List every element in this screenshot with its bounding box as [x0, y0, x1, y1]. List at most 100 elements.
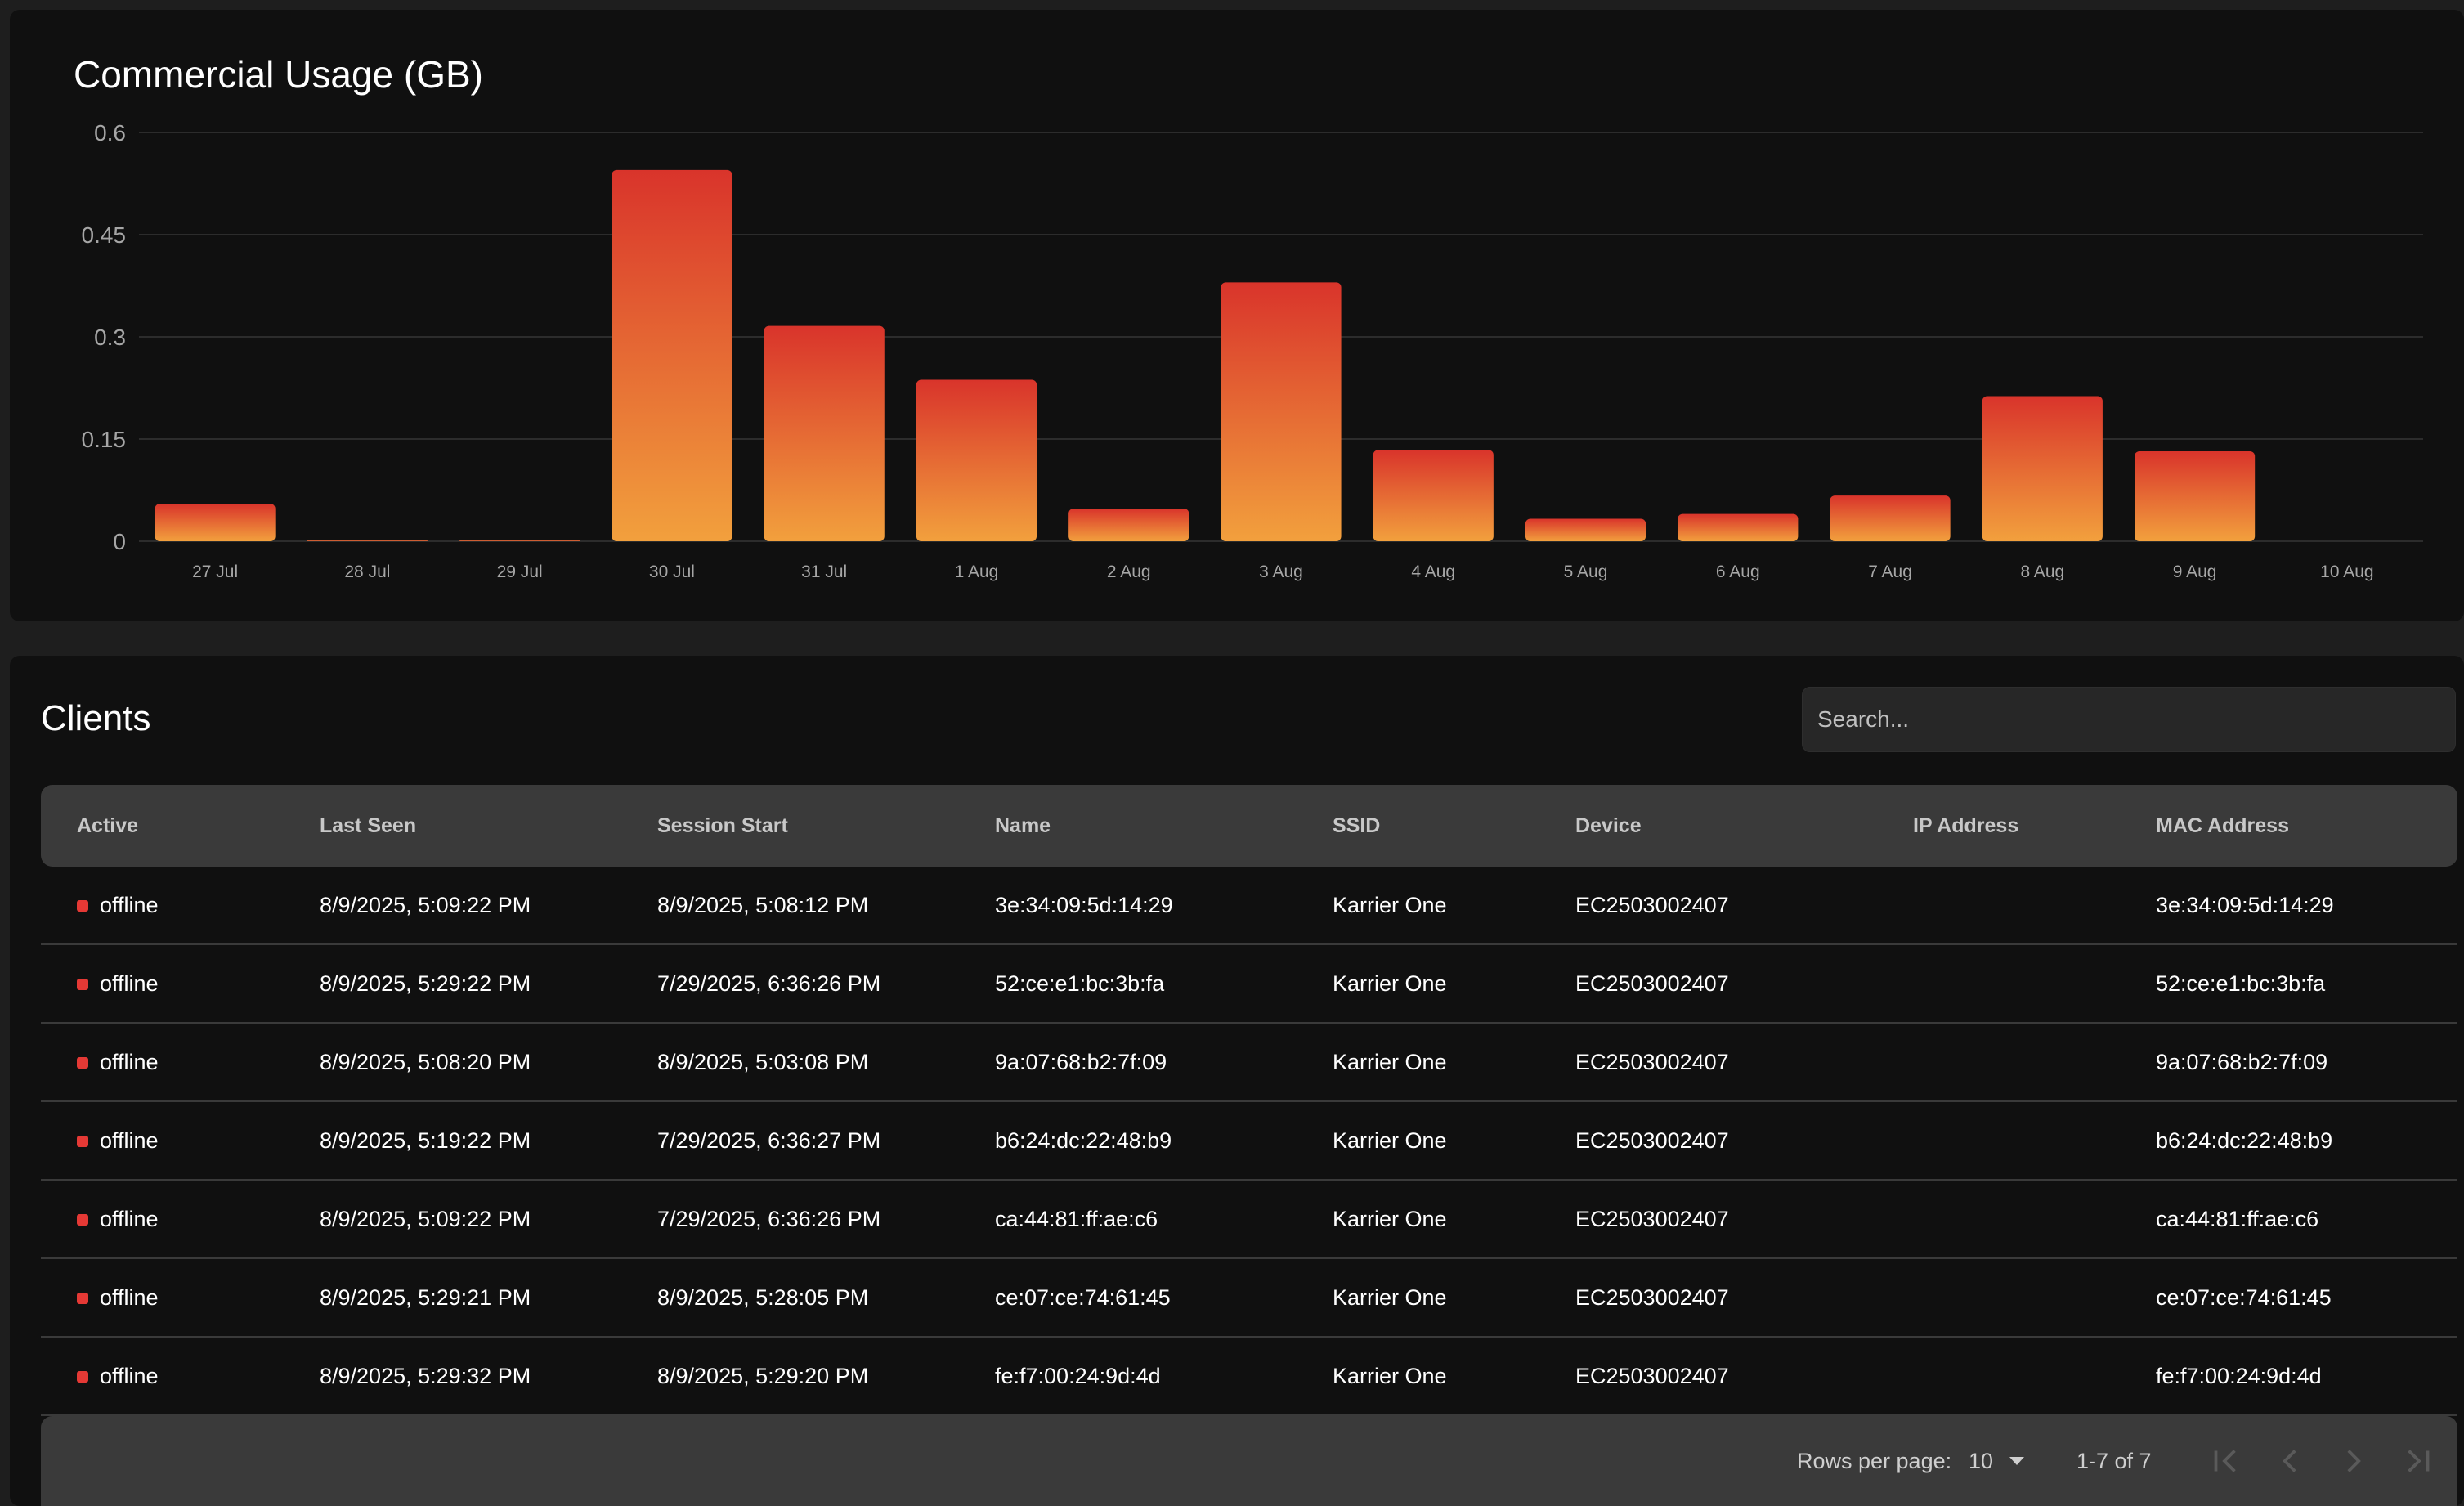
- previous-page-button[interactable]: [2269, 1441, 2310, 1481]
- ssid-cell: Karrier One: [1333, 1207, 1447, 1231]
- mac-address-cell: 3e:34:09:5d:14:29: [2156, 893, 2334, 917]
- last-seen-cell: 8/9/2025, 5:29:32 PM: [320, 1364, 531, 1388]
- name-cell: b6:24:dc:22:48:b9: [995, 1128, 1172, 1153]
- status-text: offline: [100, 1364, 159, 1388]
- column-header-name[interactable]: Name: [995, 814, 1051, 837]
- table-row[interactable]: offline 8/9/2025, 5:29:22 PM 7/29/2025, …: [41, 945, 2457, 1024]
- last-seen-cell: 8/9/2025, 5:09:22 PM: [320, 1207, 531, 1231]
- last-seen-cell: 8/9/2025, 5:29:22 PM: [320, 971, 531, 996]
- rows-per-page-value: 10: [1969, 1449, 1994, 1473]
- bar[interactable]: [155, 504, 276, 541]
- bar[interactable]: [459, 540, 580, 541]
- table-row[interactable]: offline 8/9/2025, 5:19:22 PM 7/29/2025, …: [41, 1102, 2457, 1181]
- y-tick-label: 0.15: [82, 427, 127, 452]
- bar[interactable]: [764, 325, 885, 541]
- offline-status-icon: [77, 1293, 88, 1304]
- column-header-last-seen[interactable]: Last Seen: [320, 814, 417, 837]
- device-cell: EC2503002407: [1575, 1050, 1729, 1074]
- usage-bar-chart: 0 0.15 0.3 0.45 0.6 27 Jul 28 Jul 29 Jul 30 Jul 3…: [82, 120, 2423, 581]
- status-text: offline: [100, 971, 159, 996]
- column-header-session-start[interactable]: Session Start: [657, 814, 788, 837]
- session-start-cell: 7/29/2025, 6:36:26 PM: [657, 1207, 881, 1231]
- chevron-down-icon: [2009, 1457, 2024, 1465]
- last-seen-cell: 8/9/2025, 5:09:22 PM: [320, 893, 531, 917]
- device-cell: EC2503002407: [1575, 1207, 1729, 1231]
- last-page-button[interactable]: [2397, 1441, 2438, 1481]
- name-cell: 3e:34:09:5d:14:29: [995, 893, 1173, 917]
- last-seen-cell: 8/9/2025, 5:19:22 PM: [320, 1128, 531, 1153]
- bar[interactable]: [1373, 450, 1494, 541]
- status-text: offline: [100, 1207, 159, 1231]
- mac-address-cell: fe:f7:00:24:9d:4d: [2156, 1364, 2322, 1388]
- bar[interactable]: [1982, 396, 2103, 542]
- bar[interactable]: [1830, 495, 1951, 541]
- table-row[interactable]: offline 8/9/2025, 5:09:22 PM 7/29/2025, …: [41, 1181, 2457, 1259]
- column-header-device[interactable]: Device: [1575, 814, 1642, 837]
- mac-address-cell: 9a:07:68:b2:7f:09: [2156, 1050, 2328, 1074]
- table-row[interactable]: offline 8/9/2025, 5:09:22 PM 8/9/2025, 5…: [41, 867, 2457, 945]
- table-row[interactable]: offline 8/9/2025, 5:29:21 PM 8/9/2025, 5…: [41, 1259, 2457, 1338]
- x-tick-label: 28 Jul: [344, 563, 390, 581]
- device-cell: EC2503002407: [1575, 1364, 1729, 1388]
- bar[interactable]: [612, 169, 732, 542]
- ssid-cell: Karrier One: [1333, 1285, 1447, 1310]
- column-header-ssid[interactable]: SSID: [1333, 814, 1381, 837]
- rows-per-page-select[interactable]: 10: [1969, 1416, 2042, 1506]
- status-text: offline: [100, 1128, 159, 1153]
- table-row[interactable]: offline 8/9/2025, 5:08:20 PM 8/9/2025, 5…: [41, 1024, 2457, 1102]
- column-header-mac-address[interactable]: MAC Address: [2156, 814, 2289, 837]
- session-start-cell: 8/9/2025, 5:28:05 PM: [657, 1285, 869, 1310]
- first-page-button[interactable]: [2206, 1441, 2247, 1481]
- bar[interactable]: [916, 379, 1037, 542]
- bar[interactable]: [2135, 451, 2256, 541]
- offline-status-icon: [77, 1057, 88, 1069]
- pagination-range: 1-7 of 7: [2076, 1449, 2152, 1473]
- x-tick-label: 2 Aug: [1107, 563, 1151, 581]
- offline-status-icon: [77, 979, 88, 990]
- session-start-cell: 8/9/2025, 5:03:08 PM: [657, 1050, 869, 1074]
- x-tick-label: 4 Aug: [1411, 563, 1455, 581]
- clients-card: Clients Active Last Seen Session Start N…: [10, 656, 2464, 1506]
- y-tick-label: 0.45: [82, 222, 127, 248]
- table-body: offline 8/9/2025, 5:09:22 PM 8/9/2025, 5…: [41, 867, 2457, 1416]
- offline-status-icon: [77, 1371, 88, 1383]
- mac-address-cell: ca:44:81:ff:ae:c6: [2156, 1207, 2319, 1231]
- next-page-button[interactable]: [2333, 1441, 2374, 1481]
- bar[interactable]: [1068, 509, 1189, 541]
- bar[interactable]: [307, 540, 428, 541]
- x-tick-label: 8 Aug: [2020, 563, 2064, 581]
- last-page-icon: [2408, 1450, 2430, 1472]
- device-cell: EC2503002407: [1575, 1128, 1729, 1153]
- name-cell: fe:f7:00:24:9d:4d: [995, 1364, 1161, 1388]
- x-tick-label: 3 Aug: [1259, 563, 1303, 581]
- column-header-active[interactable]: Active: [77, 814, 139, 837]
- name-cell: 9a:07:68:b2:7f:09: [995, 1050, 1167, 1074]
- ssid-cell: Karrier One: [1333, 1128, 1447, 1153]
- y-tick-label: 0: [113, 529, 126, 554]
- x-tick-label: 10 Aug: [2320, 563, 2373, 581]
- table-row[interactable]: offline 8/9/2025, 5:29:32 PM 8/9/2025, 5…: [41, 1338, 2457, 1416]
- search-input[interactable]: [1803, 688, 2455, 751]
- x-tick-label: 9 Aug: [2173, 563, 2217, 581]
- x-tick-label: 27 Jul: [192, 563, 238, 581]
- offline-status-icon: [77, 1136, 88, 1147]
- usage-chart-card: 0 0.15 0.3 0.45 0.6 27 Jul 28 Jul 29 Jul 30 Jul 3…: [10, 10, 2464, 621]
- last-seen-cell: 8/9/2025, 5:29:21 PM: [320, 1285, 531, 1310]
- ssid-cell: Karrier One: [1333, 971, 1447, 996]
- bar[interactable]: [1221, 282, 1342, 541]
- mac-address-cell: b6:24:dc:22:48:b9: [2156, 1128, 2333, 1153]
- previous-page-icon: [2283, 1450, 2296, 1472]
- x-tick-label: 1 Aug: [955, 563, 999, 581]
- name-cell: ce:07:ce:74:61:45: [995, 1285, 1171, 1310]
- next-page-icon: [2347, 1450, 2361, 1472]
- search-box[interactable]: [1802, 687, 2456, 752]
- session-start-cell: 8/9/2025, 5:29:20 PM: [657, 1364, 869, 1388]
- name-cell: ca:44:81:ff:ae:c6: [995, 1207, 1158, 1231]
- offline-status-icon: [77, 1214, 88, 1226]
- offline-status-icon: [77, 900, 88, 912]
- bar[interactable]: [1678, 513, 1799, 541]
- status-text: offline: [100, 1285, 159, 1310]
- bar[interactable]: [1525, 518, 1646, 542]
- session-start-cell: 8/9/2025, 5:08:12 PM: [657, 893, 869, 917]
- column-header-ip-address[interactable]: IP Address: [1913, 814, 2019, 837]
